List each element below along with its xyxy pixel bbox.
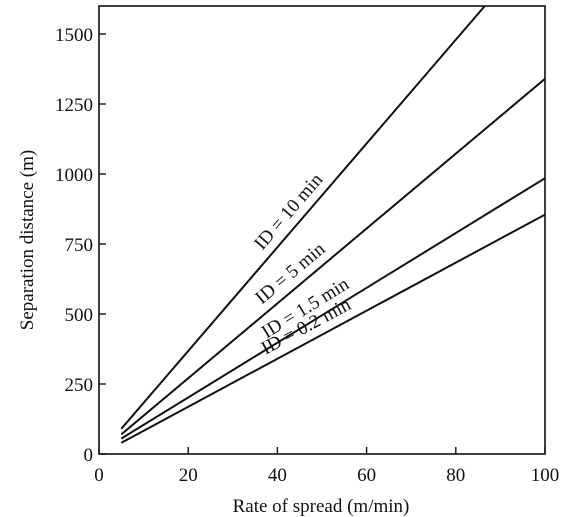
y-tick-label: 1500 xyxy=(55,25,93,46)
x-axis: 0 20 40 60 80 100 xyxy=(94,447,559,486)
y-axis: 0 250 500 750 1000 1250 1500 xyxy=(55,25,106,466)
y-tick-label: 750 xyxy=(65,235,94,256)
series-line-id-5-min xyxy=(120,78,545,436)
plot-area xyxy=(98,5,546,455)
x-tick-label: 80 xyxy=(446,465,465,486)
x-tick-label: 20 xyxy=(179,465,198,486)
x-tick-label: 100 xyxy=(531,465,560,486)
x-axis-label: Rate of spread (m/min) xyxy=(233,496,410,517)
series-line-id-10-min xyxy=(120,6,486,430)
plot-frame xyxy=(98,5,546,455)
series-line-id-1-5-min xyxy=(120,177,545,440)
y-tick-label: 1000 xyxy=(55,165,93,186)
x-tick-label: 60 xyxy=(357,465,376,486)
y-tick-label: 250 xyxy=(65,375,94,396)
series-line-id-0-2-min xyxy=(120,213,545,444)
y-tick-label: 500 xyxy=(65,305,94,326)
y-tick-label: 0 xyxy=(84,445,94,466)
y-axis-label: Separation distance (m) xyxy=(17,150,38,330)
y-tick-label: 1250 xyxy=(55,95,93,116)
x-tick-label: 40 xyxy=(268,465,287,486)
x-tick-label: 0 xyxy=(94,465,104,486)
